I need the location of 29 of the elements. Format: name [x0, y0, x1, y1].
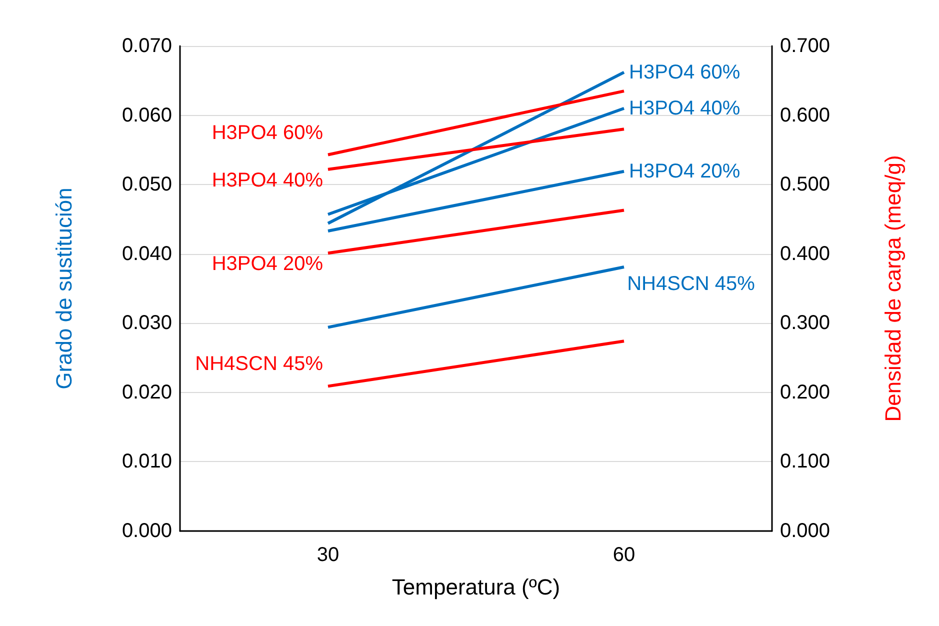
y-axis-title: Grado de sustitución: [52, 188, 76, 390]
y2-tick-label: 0.600: [780, 104, 830, 126]
series-label: H3PO4 40%: [212, 169, 324, 192]
y-tick-label: 0.070: [122, 35, 172, 57]
y-tick-label: 0.020: [122, 381, 172, 404]
x-tick-label: 30: [316, 544, 340, 566]
y-tick-label: 0.030: [122, 312, 172, 334]
y2-tick-label: 0.400: [780, 242, 830, 265]
y2-tick-label: 0.300: [780, 312, 830, 334]
x-axis-title: Temperatura (ºC): [392, 574, 560, 600]
series-label: NH4SCN 45%: [627, 273, 756, 296]
series-label: H3PO4 20%: [629, 160, 740, 182]
y2-axis-title: Densidad de carga (meq/g): [880, 155, 906, 422]
y-tick-label: 0.050: [122, 174, 172, 196]
series-label: H3PO4 60%: [629, 61, 740, 84]
x-tick-label: 60: [612, 544, 636, 566]
y-tick-label: 0.000: [122, 520, 172, 542]
y2-tick-label: 0.000: [780, 520, 830, 542]
series-label: NH4SCN 45%: [195, 353, 324, 376]
series-label: H3PO4 60%: [212, 122, 324, 144]
y2-tick-label: 0.200: [780, 381, 830, 404]
series-label: H3PO4 40%: [629, 97, 740, 120]
series-label: H3PO4 20%: [212, 253, 324, 276]
y-tick-label: 0.040: [122, 242, 172, 265]
y2-tick-label: 0.100: [780, 450, 830, 473]
y-tick-label: 0.060: [122, 104, 172, 126]
y2-tick-label: 0.500: [780, 174, 830, 196]
y-tick-label: 0.010: [122, 450, 172, 473]
y2-tick-label: 0.700: [780, 35, 830, 57]
